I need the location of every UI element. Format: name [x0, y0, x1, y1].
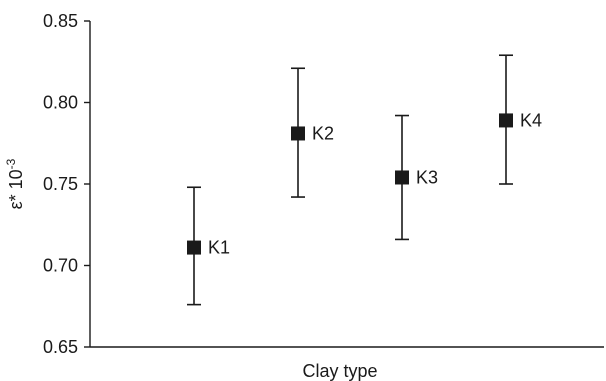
y-axis-title-base: ε* 10 — [6, 169, 26, 209]
axes — [89, 21, 604, 348]
y-ticks: 0.65 0.70 0.75 0.80 0.85 — [43, 11, 90, 357]
square-marker — [187, 240, 201, 255]
point-label: K2 — [312, 123, 334, 143]
point-label: K1 — [208, 238, 230, 258]
y-axis-title-exponent: -3 — [4, 158, 18, 169]
data-point-k2: K2 — [291, 67, 334, 198]
y-axis-title: ε* 10-3 — [4, 158, 26, 209]
square-marker — [499, 113, 513, 128]
point-label: K3 — [416, 167, 438, 187]
y-tick-label: 0.80 — [43, 93, 78, 113]
data-point-k4: K4 — [499, 54, 542, 185]
data-point-k1: K1 — [187, 186, 230, 306]
y-tick-label: 0.70 — [43, 256, 78, 276]
square-marker — [395, 170, 409, 185]
x-axis-title: Clay type — [302, 361, 377, 381]
data-point-k3: K3 — [395, 114, 438, 241]
y-tick-label: 0.65 — [43, 337, 78, 357]
data-points: K1 K2 K3 K4 — [187, 54, 542, 306]
y-tick-label: 0.85 — [43, 11, 78, 31]
y-tick-label: 0.75 — [43, 174, 78, 194]
square-marker — [291, 126, 305, 141]
point-label: K4 — [520, 110, 542, 130]
